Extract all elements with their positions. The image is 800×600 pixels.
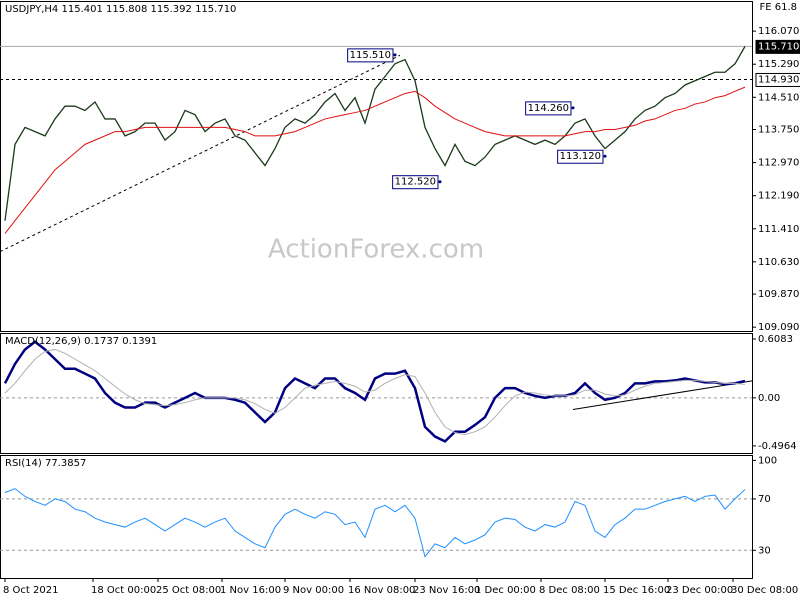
annotation-label-box (525, 101, 572, 116)
series-line (4, 46, 746, 221)
y-tick-label: 114.510 (758, 92, 799, 103)
annotation-label: 113.120 (560, 151, 601, 162)
y-tick-label: 0.00 (758, 393, 780, 404)
x-tick-label: 23 Dec 00:00 (666, 585, 733, 596)
x-tick-label: 18 Oct 00:00 (91, 585, 156, 596)
x-tick-label: 16 Nov 08:00 (348, 585, 415, 596)
annotation-label-box (557, 149, 604, 164)
annotation-label-box (347, 48, 394, 63)
trendline (572, 380, 753, 410)
panel-frame (0, 455, 753, 579)
watermark: ActionForex.com (268, 235, 484, 265)
trendline (0, 54, 401, 253)
x-tick-label: 1 Dec 00:00 (475, 585, 536, 596)
x-tick-label: 8 Dec 08:00 (539, 585, 600, 596)
x-tick-label: 8 Oct 2021 (3, 585, 58, 596)
x-tick-label: 23 Nov 16:00 (413, 585, 480, 596)
x-tick-label: 15 Dec 16:00 (603, 585, 670, 596)
last-price-label: 115.710 (758, 41, 799, 52)
y-tick-label: 110.630 (758, 257, 799, 268)
y-tick-label: 115.290 (758, 59, 799, 70)
y-tick-label: 112.970 (758, 158, 799, 169)
annotation-label: 114.260 (528, 103, 569, 114)
x-tick-label: 25 Oct 08:00 (156, 585, 221, 596)
level-label: 114.930 (758, 74, 799, 85)
panel-note: FE 61.8 (759, 2, 797, 13)
x-tick-label: 1 Nov 16:00 (220, 585, 281, 596)
panel-title: RSI(14) 77.3857 (5, 458, 86, 469)
series-line (4, 488, 746, 558)
y-tick-label: 109.870 (758, 289, 799, 300)
annotation-point (603, 154, 607, 158)
y-tick-label: -0.4964 (758, 441, 797, 452)
y-tick-label: 111.410 (758, 224, 799, 235)
annotation-label-box (392, 175, 439, 190)
series-line (3, 340, 746, 443)
y-tick-label: 70 (758, 494, 771, 505)
level-label-box (755, 72, 800, 87)
x-tick-label: 30 Dec 08:00 (731, 585, 798, 596)
series-line (4, 348, 746, 436)
y-tick-label: 109.090 (758, 322, 799, 333)
y-tick-label: 113.750 (758, 125, 799, 136)
y-tick-label: 30 (758, 545, 771, 556)
series-line (4, 86, 746, 234)
last-price-label-box (755, 39, 800, 54)
y-tick-label: 100 (758, 455, 777, 466)
annotation-point (438, 180, 442, 184)
y-tick-label: 112.190 (758, 191, 799, 202)
annotation-point (571, 106, 575, 110)
panel-title: USDJPY,H4 115.401 115.808 115.392 115.71… (5, 4, 236, 15)
annotation-label: 115.510 (350, 50, 391, 61)
y-tick-label: 116.070 (758, 26, 799, 37)
panel-title: MACD(12,26,9) 0.1737 0.1391 (5, 336, 157, 347)
x-tick-label: 9 Nov 00:00 (283, 585, 344, 596)
y-tick-label: 0.6083 (758, 334, 793, 345)
annotation-label: 112.520 (395, 177, 436, 188)
panel-frame (0, 1, 753, 332)
panel-frame (0, 333, 753, 454)
annotation-point (393, 53, 397, 57)
